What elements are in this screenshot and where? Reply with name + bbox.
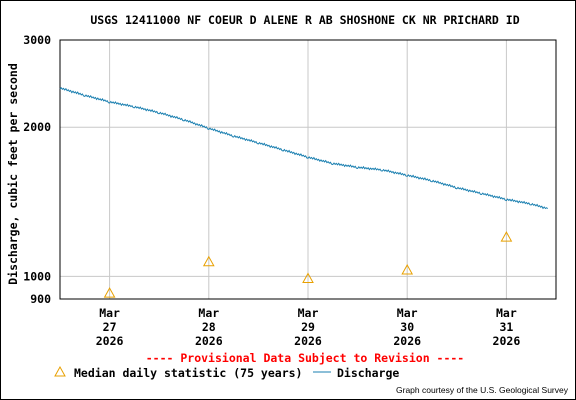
x-axis-ticks: Mar272026Mar282026Mar292026Mar302026Mar3… bbox=[96, 306, 521, 348]
x-tick-label: Mar bbox=[298, 306, 319, 320]
x-tick-label: Mar bbox=[198, 306, 219, 320]
provisional-notice: ---- Provisional Data Subject to Revisio… bbox=[146, 351, 465, 365]
plot-area-border bbox=[59, 39, 557, 300]
median-markers bbox=[103, 231, 513, 298]
y-tick-label: 2000 bbox=[23, 120, 51, 134]
x-tick-label: 27 bbox=[103, 320, 117, 334]
y-tick-label: 1000 bbox=[23, 269, 51, 283]
x-tick-label: 31 bbox=[499, 320, 513, 334]
y-tick-label: 3000 bbox=[23, 33, 51, 47]
median-triangle-marker bbox=[302, 272, 314, 283]
x-tick-label: 2026 bbox=[96, 334, 124, 348]
x-tick-label: 30 bbox=[400, 320, 414, 334]
x-tick-label: Mar bbox=[496, 306, 517, 320]
y-axis-ticks: 900 1000 2000 3000 bbox=[23, 33, 51, 306]
grid-lines bbox=[60, 40, 556, 299]
legend: Median daily statistic (75 years) Discha… bbox=[54, 365, 399, 380]
legend-median-label: Median daily statistic (75 years) bbox=[74, 366, 302, 380]
x-tick-label: 2026 bbox=[493, 334, 521, 348]
legend-triangle-icon bbox=[54, 365, 66, 377]
median-triangle-marker bbox=[401, 263, 414, 275]
x-tick-label: Mar bbox=[397, 306, 418, 320]
x-tick-label: 28 bbox=[202, 320, 216, 334]
x-tick-label: 2026 bbox=[195, 334, 223, 348]
discharge-series-line bbox=[59, 87, 549, 210]
x-tick-label: 29 bbox=[301, 320, 315, 334]
chart-title: USGS 12411000 NF COEUR D ALENE R AB SHOS… bbox=[90, 13, 519, 27]
x-tick-label: Mar bbox=[99, 306, 120, 320]
y-axis-label: Discharge, cubic feet per second bbox=[6, 63, 20, 285]
x-tick-label: 2026 bbox=[294, 334, 322, 348]
x-tick-label: 2026 bbox=[393, 334, 421, 348]
median-triangle-marker bbox=[103, 287, 116, 298]
legend-discharge-label: Discharge bbox=[337, 366, 399, 380]
credit-text: Graph courtesy of the U.S. Geological Su… bbox=[396, 385, 569, 395]
y-tick-label: 900 bbox=[30, 292, 51, 306]
median-triangle-marker bbox=[500, 231, 513, 242]
median-triangle-marker bbox=[202, 255, 215, 267]
